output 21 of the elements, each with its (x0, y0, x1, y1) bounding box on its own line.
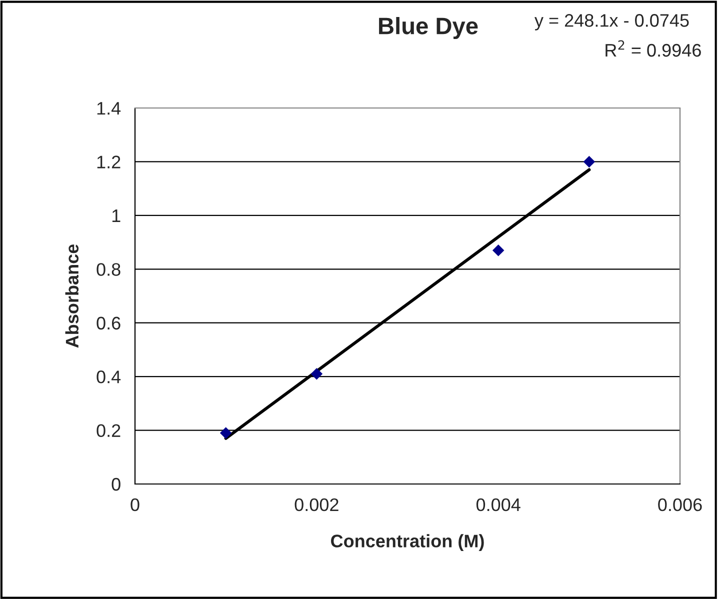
y-tick-label: 1.2 (97, 156, 120, 168)
y-tick-label: 0.4 (96, 370, 121, 384)
point (310, 368, 323, 380)
y-tick-label: 0 (112, 478, 120, 491)
x-axis-title: Concentration (M) (331, 534, 484, 551)
point (220, 427, 232, 439)
text: y = 248.1x - 0.0745 (534, 14, 689, 30)
y-tick-label: 1.4 (97, 102, 121, 115)
point (583, 156, 596, 168)
text: R$^{2}$ = 0.9946 (606, 40, 701, 57)
y-tick-label: 0.8 (96, 263, 120, 276)
x-tick-label: 0 (130, 498, 140, 512)
x-tick-label: 0.002 (294, 498, 338, 512)
x-tick-label: 0.006 (658, 498, 702, 512)
y-tick-label: 1 (112, 210, 120, 222)
chart-title: Blue Dye (379, 16, 478, 40)
y-tick-label: 0.6 (96, 316, 120, 330)
point (492, 244, 504, 256)
x-tick-label: 0.004 (476, 498, 520, 512)
y-axis-title: Absorbance (65, 244, 79, 348)
y-tick-label: 0.2 (96, 424, 120, 438)
